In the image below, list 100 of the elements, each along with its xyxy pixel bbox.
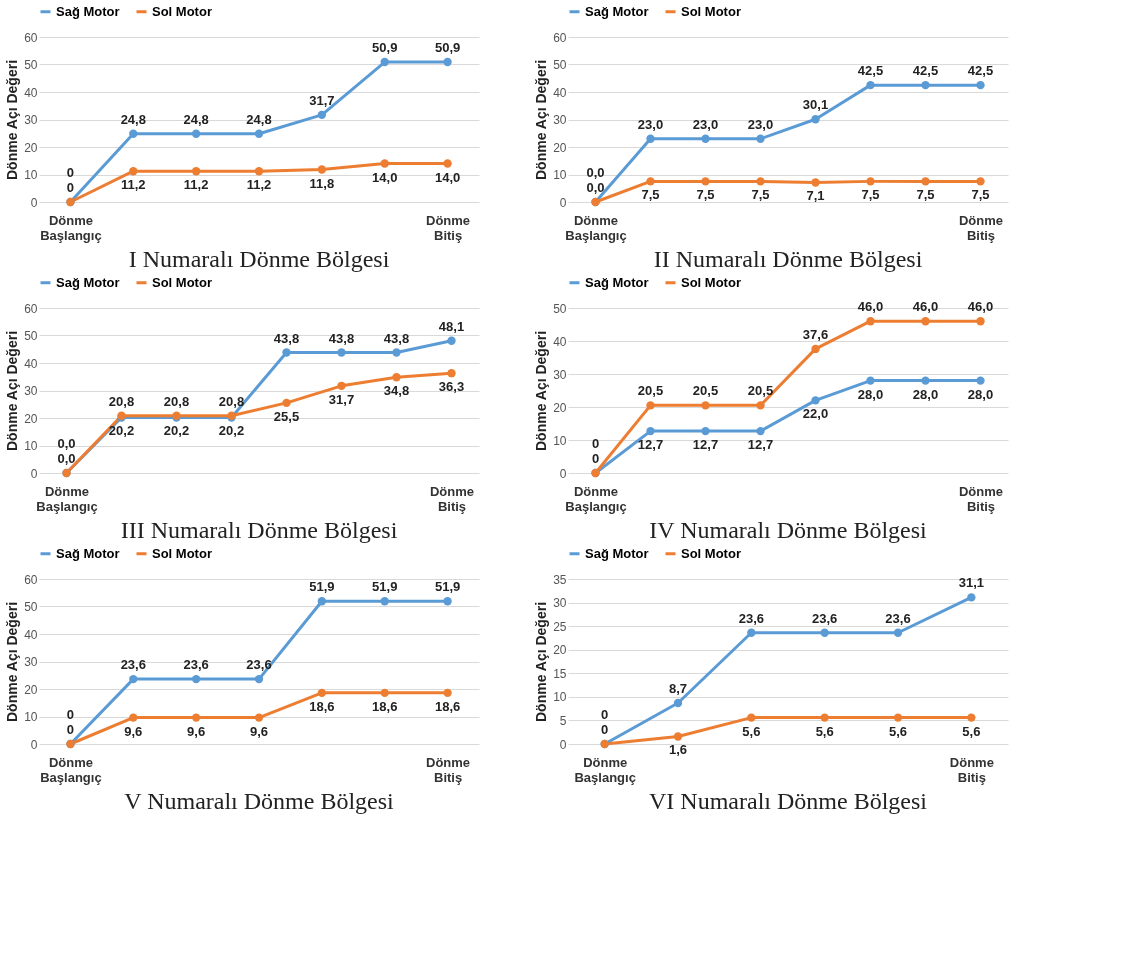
y-tick-label: 50: [24, 600, 38, 614]
point: [317, 597, 327, 606]
data-label: 0: [66, 165, 75, 180]
y-tick-label: 20: [24, 682, 38, 697]
y-tick-label: 50: [553, 58, 567, 72]
data-label: 5,6: [888, 723, 908, 739]
point: [756, 134, 765, 143]
x-tick-label: Dönme Başlangıç: [40, 754, 102, 785]
point: [756, 426, 765, 436]
data-label: 0: [66, 180, 75, 195]
y-tick-label: 50: [24, 329, 38, 343]
y-tick-label: 20: [24, 140, 38, 155]
data-label: 36,3: [438, 379, 465, 395]
data-label: 46,0: [912, 299, 939, 315]
point: [443, 597, 452, 606]
legend-label: Sol Motor: [152, 3, 212, 19]
y-tick-label: 40: [553, 85, 567, 100]
data-label: 43,8: [328, 330, 355, 346]
legend-label: Sol Motor: [152, 545, 212, 561]
data-label: 9,6: [187, 723, 206, 739]
y-tick-label: 30: [24, 384, 38, 398]
point: [317, 110, 327, 119]
point: [811, 396, 820, 405]
data-label: 14,0: [434, 169, 461, 185]
data-label: 0: [66, 722, 75, 737]
point: [756, 177, 765, 186]
y-axis-title: Dönme Açı Değeri: [533, 59, 550, 181]
data-label: 51,9: [309, 579, 335, 595]
point: [443, 688, 452, 698]
data-label: 20,8: [218, 393, 245, 409]
text: I Numaralı Dönme Bölgesi: [128, 246, 390, 272]
data-label: 24,8: [120, 111, 146, 127]
data-label: 18,6: [309, 698, 335, 714]
data-label: 46,0: [967, 299, 994, 315]
data-label: 7,5: [861, 187, 880, 203]
data-label: 20,5: [747, 383, 774, 399]
y-tick-label: 60: [553, 30, 567, 45]
point: [976, 317, 985, 326]
y-tick-label: 25: [553, 619, 567, 634]
data-label: 42,5: [967, 63, 994, 79]
point: [646, 401, 655, 410]
y-tick-label: 30: [553, 367, 567, 382]
point: [921, 177, 930, 186]
y-tick-label: 40: [24, 627, 38, 642]
legend-label: Sol Motor: [681, 274, 741, 290]
x-tick-label: Dönme Başlangıç: [574, 754, 636, 785]
y-tick-label: 0: [559, 737, 567, 752]
data-label: 31,7: [309, 92, 335, 108]
point: [701, 177, 710, 186]
x-tick-label: Dönme Bitiş: [958, 483, 1004, 514]
data-label: 20,8: [163, 393, 190, 409]
data-label: 9,6: [249, 723, 269, 739]
data-label: 23,6: [812, 610, 838, 626]
data-label: 5,6: [962, 723, 981, 739]
x-tick-label: Dönme Bitiş: [949, 754, 994, 785]
legend-label: Sağ Motor: [56, 274, 120, 290]
y-tick-label: 20: [553, 643, 567, 658]
data-label: 12,7: [747, 437, 774, 453]
text: IV Numaralı Dönme Bölgesi: [649, 517, 928, 543]
y-tick-label: 5: [559, 713, 567, 728]
point: [811, 115, 820, 124]
point: [921, 376, 930, 385]
y-tick-label: 40: [553, 334, 567, 349]
x-tick-label: Dönme Başlangıç: [36, 483, 98, 514]
data-label: 1,6: [668, 742, 688, 758]
text: VI Numaralı Dönme Bölgesi: [649, 788, 928, 814]
point: [811, 178, 820, 187]
point: [129, 674, 138, 684]
point: [129, 167, 138, 176]
y-tick-label: 20: [553, 400, 567, 415]
data-label: 7,1: [806, 188, 825, 204]
point: [392, 373, 401, 382]
legend-label: Sağ Motor: [56, 545, 120, 561]
x-tick-label: Dönme Başlangıç: [565, 212, 627, 243]
point: [447, 336, 456, 345]
data-label: 0: [601, 707, 609, 722]
point: [976, 80, 985, 90]
y-tick-label: 10: [24, 710, 38, 724]
point: [317, 165, 327, 174]
data-label: 11,2: [246, 177, 272, 193]
y-tick-label: 10: [24, 439, 38, 453]
x-tick-label: Dönme Bitiş: [429, 483, 475, 514]
point: [701, 134, 710, 143]
point: [820, 713, 829, 722]
y-tick-label: 50: [24, 58, 38, 72]
data-label: 34,8: [383, 383, 410, 399]
data-label: 20,5: [637, 383, 664, 399]
data-label: 12,7: [692, 437, 719, 453]
point: [254, 674, 264, 684]
point: [254, 129, 264, 138]
point: [282, 398, 291, 408]
point: [191, 167, 201, 176]
y-tick-label: 30: [553, 113, 567, 127]
legend-label: Sol Motor: [681, 545, 741, 561]
data-label: 7,5: [751, 187, 770, 203]
y-tick-label: 60: [24, 301, 38, 316]
y-tick-label: 0: [30, 195, 38, 210]
x-tick-label: Dönme Bitiş: [426, 754, 471, 785]
point: [380, 57, 389, 67]
point: [747, 713, 756, 722]
